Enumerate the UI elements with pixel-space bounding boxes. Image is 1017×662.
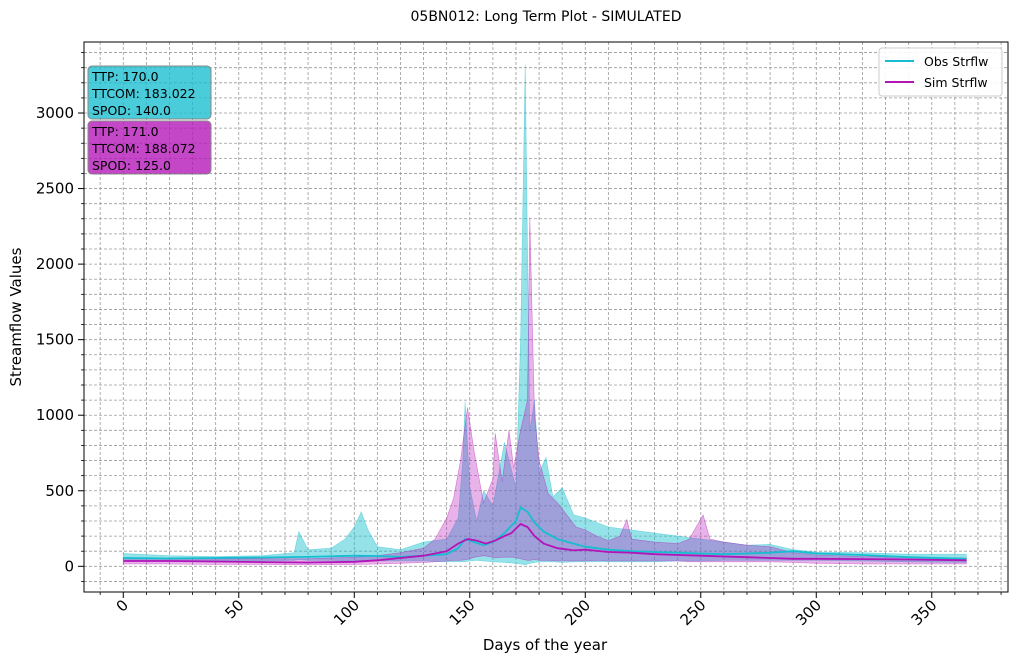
stat-text: TTP: 171.0 — [91, 124, 159, 139]
band-sim — [123, 217, 967, 566]
line-sim — [123, 522, 967, 564]
y-tick-label: 1000 — [36, 406, 74, 424]
stat-text: SPOD: 125.0 — [92, 158, 171, 173]
stat-box-sim: TTP: 171.0 TTCOM: 188.072 SPOD: 125.0 — [87, 120, 212, 175]
plot-frame — [83, 41, 1009, 593]
y-axis-title: Streamflow Values — [7, 247, 25, 386]
stat-box-bg — [87, 120, 212, 175]
y-tick-label: 3000 — [36, 104, 74, 122]
y-tick-label: 2500 — [36, 180, 74, 198]
stat-text: TTP: 170.0 — [91, 69, 159, 84]
bands — [123, 64, 967, 566]
stat-box-bg — [87, 65, 212, 120]
mean-lines — [123, 506, 967, 564]
chart-title: 05BN012: Long Term Plot - SIMULATED — [411, 9, 682, 25]
y-tick-label: 500 — [45, 482, 74, 500]
y-tick-label: 2000 — [36, 255, 74, 273]
stat-text: TTCOM: 188.072 — [91, 141, 196, 156]
legend-label: Sim Strflw — [924, 75, 988, 90]
y-tick-label: 0 — [64, 557, 74, 575]
y-tick-label: 1500 — [36, 331, 74, 349]
legend-label: Obs Strflw — [924, 54, 988, 69]
line-obs — [123, 506, 967, 560]
x-axis-title: Days of the year — [483, 636, 608, 654]
stat-text: TTCOM: 183.022 — [91, 86, 196, 101]
legend: Obs Strflw Sim Strflw — [878, 47, 1003, 97]
stat-box-obs: TTP: 170.0 TTCOM: 183.022 SPOD: 140.0 — [87, 65, 212, 120]
stat-text: SPOD: 140.0 — [92, 103, 171, 118]
